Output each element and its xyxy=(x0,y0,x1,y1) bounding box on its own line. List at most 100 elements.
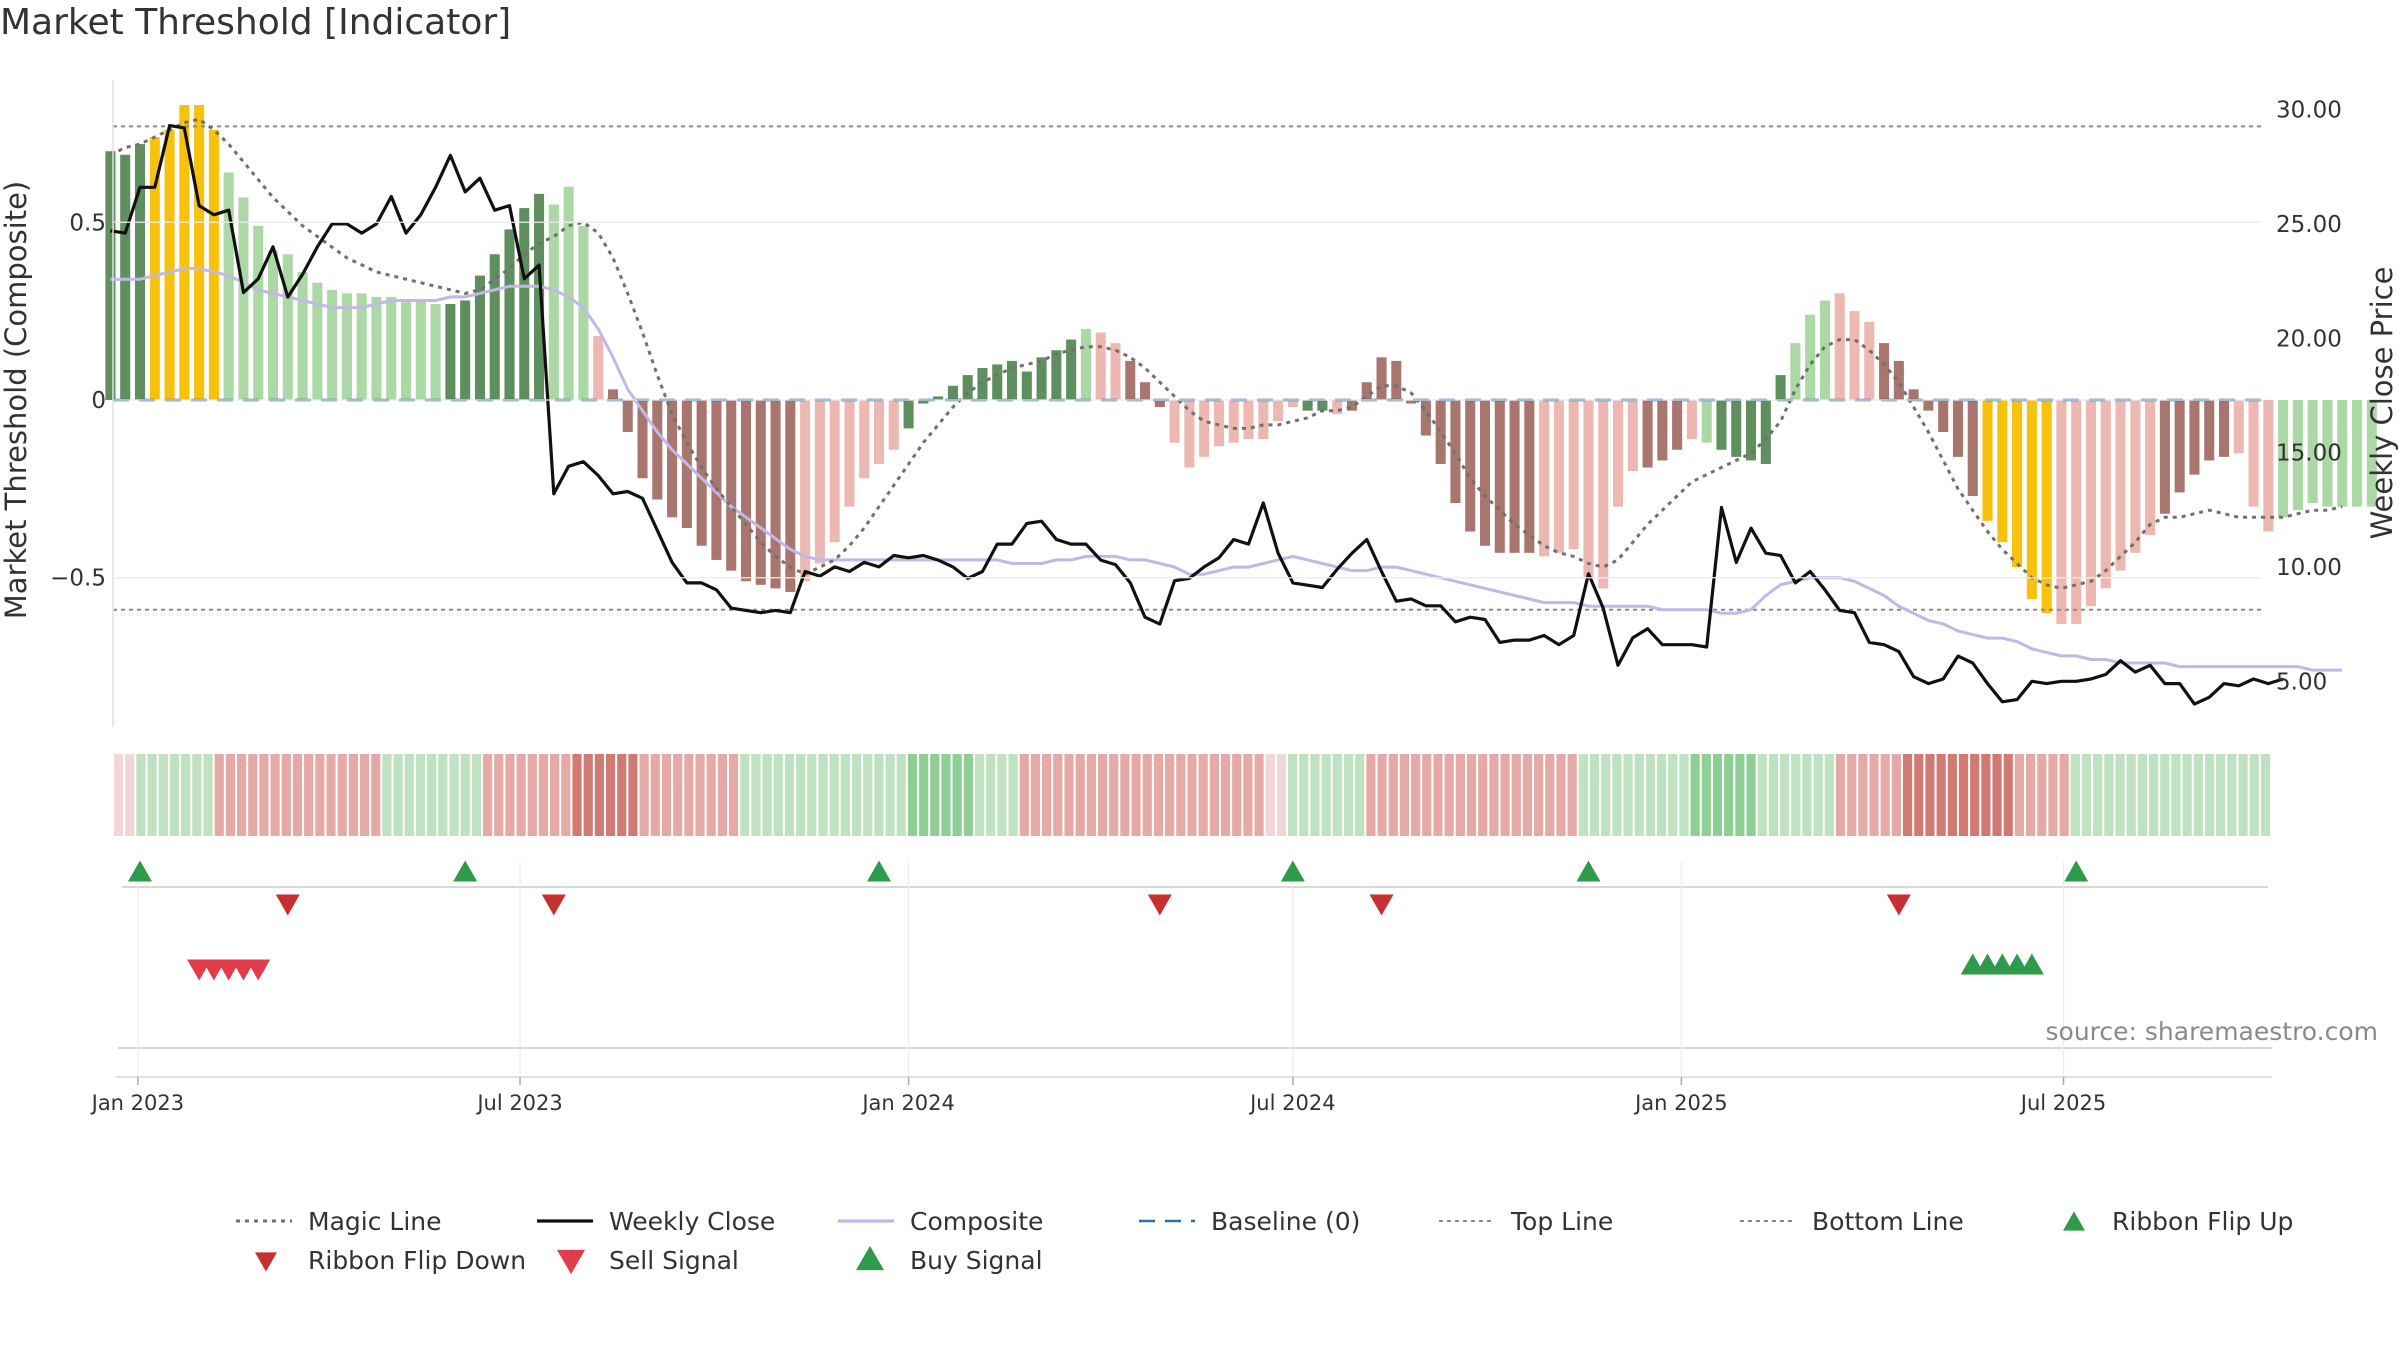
ribbon-segment xyxy=(2249,754,2259,836)
ribbon-segment xyxy=(1444,754,1454,836)
composite-bar xyxy=(1287,400,1298,408)
ribbon-segment xyxy=(1377,754,1387,836)
composite-bar xyxy=(2071,400,2082,624)
ribbon-segment xyxy=(1567,754,1577,836)
composite-bars xyxy=(105,104,2377,624)
composite-bar xyxy=(1938,400,1949,432)
ribbon-segment xyxy=(1187,754,1197,836)
composite-bar xyxy=(607,389,618,400)
ribbon-segment xyxy=(304,754,314,836)
ribbon-segment xyxy=(930,754,940,836)
sell-signal-marker xyxy=(246,959,271,981)
composite-bar xyxy=(2130,400,2141,553)
ribbon-segment xyxy=(169,754,180,836)
composite-bar xyxy=(1258,400,1269,440)
ribbon-segment xyxy=(550,754,560,836)
ribbon-segment xyxy=(650,754,660,836)
composite-bar xyxy=(1657,400,1668,461)
ribbon-segment xyxy=(1768,754,1779,836)
ribbon-segment xyxy=(896,754,906,836)
composite-bar xyxy=(667,400,678,518)
ribbon-segment xyxy=(1086,754,1096,836)
composite-bar xyxy=(2041,400,2052,614)
legend-label: Magic Line xyxy=(308,1207,442,1236)
ribbon-segment xyxy=(2003,754,2013,836)
ribbon-segment xyxy=(2160,754,2170,836)
ribbon-segment xyxy=(1075,754,1085,836)
axes: 0.5 0 −0.5 30.00 25.00 20.00 15.00 10.00 5.00 Mar… xyxy=(0,80,2399,1115)
ribbon-segment xyxy=(136,754,146,836)
ribbon-segment xyxy=(907,754,918,836)
legend-swatch xyxy=(255,1252,277,1272)
ribbon-segment xyxy=(1299,754,1309,836)
composite-bar xyxy=(2366,400,2377,507)
ribbon-segment xyxy=(1343,754,1354,836)
ribbon-segment xyxy=(1120,754,1130,836)
composite-bar xyxy=(2307,400,2318,504)
ribbon-segment xyxy=(125,754,135,836)
ribbon-segment xyxy=(1835,754,1846,836)
composite-bar xyxy=(1273,400,1284,422)
ribbon-segment xyxy=(158,754,168,836)
composite-bar xyxy=(2056,400,2067,624)
ribbon-segment xyxy=(259,754,269,836)
composite-bar xyxy=(253,225,264,400)
composite-bar xyxy=(356,293,367,400)
composite-bar xyxy=(1154,400,1165,408)
ribbon-segment xyxy=(1288,754,1298,836)
x-tick-label: Jan 2023 xyxy=(90,1091,185,1115)
composite-bar xyxy=(1598,400,1609,589)
composite-bar xyxy=(1361,382,1372,400)
composite-bar xyxy=(401,300,412,400)
composite-bar xyxy=(194,104,205,400)
ribbon-segment xyxy=(1668,754,1678,836)
composite-bar xyxy=(578,225,589,400)
composite-bar xyxy=(1982,400,1993,521)
x-tick-label: Jul 2023 xyxy=(475,1091,562,1115)
composite-bar xyxy=(933,396,944,400)
ribbon-flip-up-marker xyxy=(2064,860,2089,882)
composite-bar xyxy=(1302,400,1313,411)
ribbon-segment xyxy=(2149,754,2159,836)
ribbon-segment xyxy=(1880,754,1890,836)
ribbon-segment xyxy=(1466,754,1477,836)
ribbon-segment xyxy=(527,754,537,836)
composite-bar xyxy=(1346,400,1357,411)
ribbon-segment xyxy=(2070,754,2080,836)
magic-line xyxy=(109,117,2343,590)
ribbon-segment xyxy=(1153,754,1164,836)
ribbon-segment xyxy=(1780,754,1790,836)
ribbon-segment xyxy=(1109,754,1119,836)
ribbon-segment xyxy=(762,754,772,836)
ribbon-flip-up-marker xyxy=(1280,860,1305,882)
composite-bar xyxy=(1184,400,1195,468)
ribbon-segment xyxy=(1947,754,1957,836)
composite-bar xyxy=(1568,400,1579,550)
ribbon-segment xyxy=(1243,754,1253,836)
ribbon-flip-down-marker xyxy=(1369,894,1394,916)
ribbon-segment xyxy=(1500,754,1510,836)
composite-bar xyxy=(267,250,279,400)
composite-bar xyxy=(844,400,855,507)
ribbon-segment xyxy=(404,754,414,836)
ribbon-segment xyxy=(248,754,258,836)
ribbon-segment xyxy=(1589,754,1600,836)
composite-bar xyxy=(593,336,604,400)
composite-bar xyxy=(2248,400,2259,507)
composite-bar xyxy=(149,136,160,400)
composite-bar xyxy=(1923,400,1934,411)
line-series xyxy=(109,117,2343,706)
ribbon-segment xyxy=(1757,754,1767,836)
composite-bar xyxy=(238,197,249,400)
composite-bar xyxy=(726,400,737,571)
composite-bar xyxy=(341,293,352,400)
ribbon-segment xyxy=(2216,754,2226,836)
legend-label: Ribbon Flip Up xyxy=(2112,1207,2293,1236)
legend-item: Ribbon Flip Up xyxy=(2063,1207,2293,1236)
ribbon-segment xyxy=(2115,754,2125,836)
ribbon-segment xyxy=(1925,754,1935,836)
composite-bar xyxy=(947,385,958,400)
composite-bar xyxy=(637,400,648,479)
ribbon-segment xyxy=(1645,754,1656,836)
ribbon-segment xyxy=(192,754,202,836)
